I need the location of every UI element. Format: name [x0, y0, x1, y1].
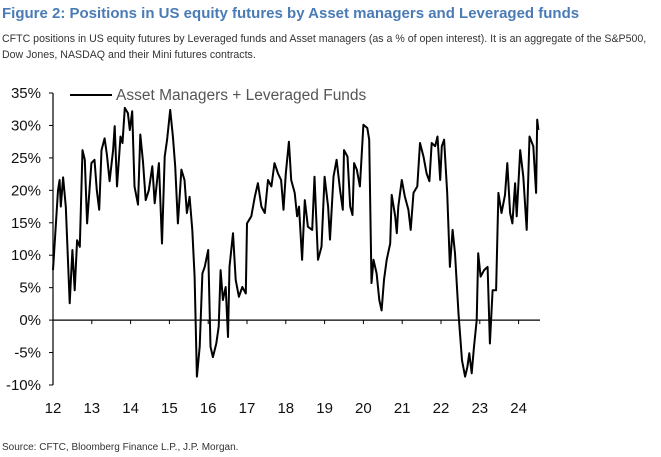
x-tick-label: 18: [277, 400, 294, 417]
x-tick-label: 12: [45, 400, 62, 417]
x-tick-label: 16: [200, 400, 217, 417]
x-tick-label: 23: [471, 400, 488, 417]
y-tick-label: 5%: [19, 280, 41, 297]
source-note: Source: CFTC, Bloomberg Finance L.P., J.…: [2, 442, 239, 453]
x-tick-label: 22: [433, 400, 450, 417]
x-tick-label: 21: [394, 400, 411, 417]
figure-title: Figure 2: Positions in US equity futures…: [2, 5, 580, 22]
x-tick-label: 24: [510, 400, 527, 417]
x-tick-labels: 12 13 14 15 16 17 18 19 20 21 22 23 24: [45, 400, 527, 417]
legend: Asset Managers + Leveraged Funds: [70, 87, 367, 104]
y-tick-label: 20%: [11, 182, 41, 199]
series-group: [52, 106, 540, 378]
figure-subtitle: CFTC positions in US equity futures by L…: [2, 33, 647, 61]
y-tick-label: -10%: [6, 377, 41, 394]
y-tick-label: 30%: [11, 117, 41, 134]
x-tick-label: 13: [83, 400, 100, 417]
y-tick-label: 15%: [11, 215, 41, 232]
y-tick-label: 35%: [11, 85, 41, 102]
series-line-asset-managers-leveraged-funds: [52, 106, 540, 378]
x-tick-label: 19: [316, 400, 333, 417]
y-tick-label: -5%: [14, 345, 41, 362]
y-tick-labels: 35% 30% 25% 20% 15% 10% 5% 0% -5% -10%: [6, 85, 41, 394]
y-tick-label: 25%: [11, 150, 41, 167]
y-tick-label: 10%: [11, 247, 41, 264]
x-tick-label: 15: [161, 400, 178, 417]
x-tick-label: 17: [239, 400, 256, 417]
x-tick-label: 20: [355, 400, 372, 417]
legend-label: Asset Managers + Leveraged Funds: [116, 87, 367, 104]
y-tick-label: 0%: [19, 312, 41, 329]
x-tick-label: 14: [122, 400, 139, 417]
